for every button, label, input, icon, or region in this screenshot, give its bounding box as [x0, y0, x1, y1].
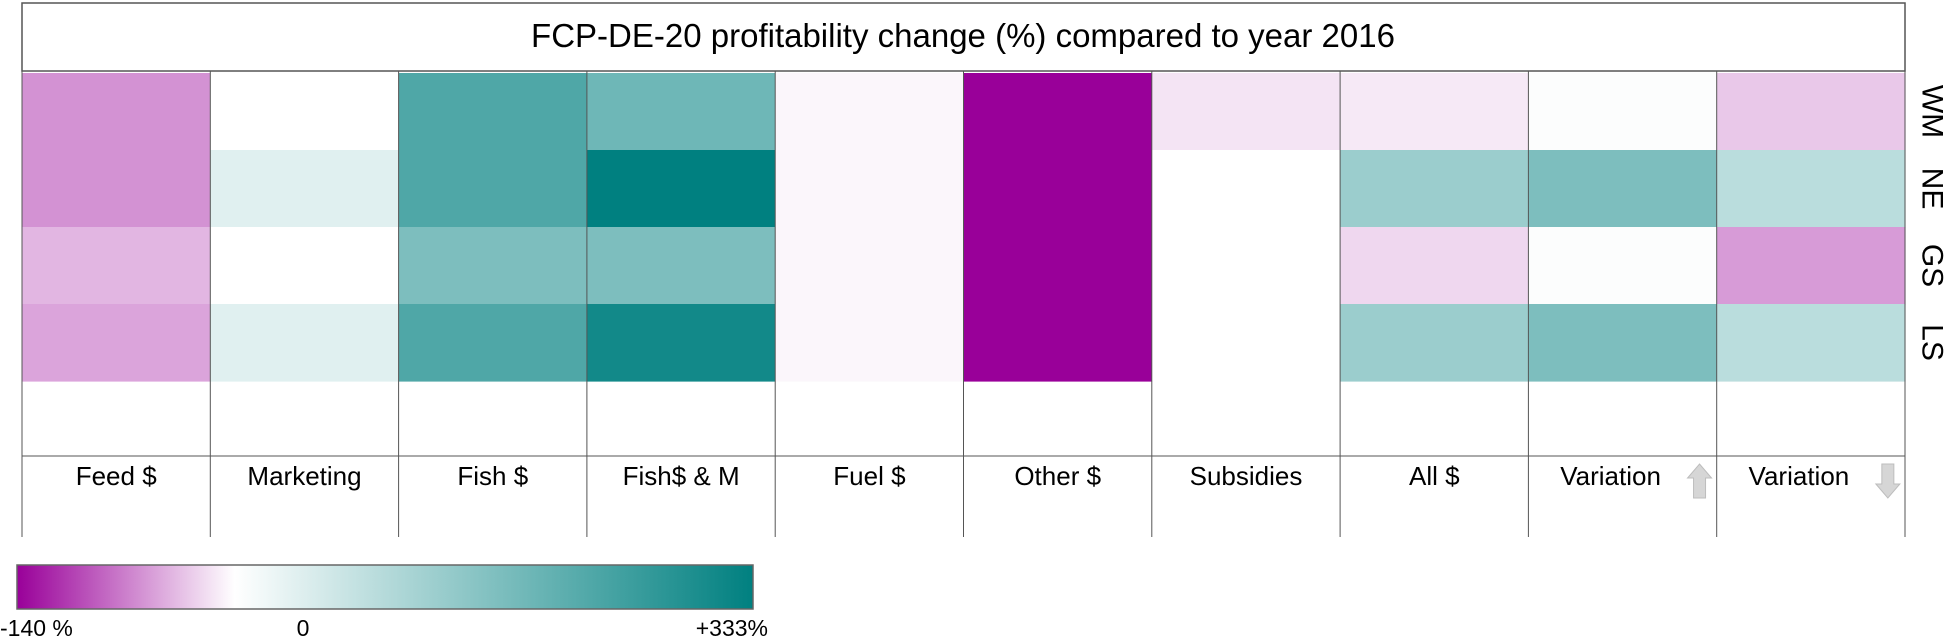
heatmap-cell [210, 150, 400, 228]
heatmap-cell [586, 304, 776, 382]
heatmap-cell [1151, 150, 1341, 228]
heatmap-cell [1716, 150, 1906, 228]
heatmap-cell [963, 304, 1153, 382]
arrow-down-icon [1874, 463, 1901, 499]
column-label: Other $ [1014, 461, 1101, 491]
heatmap-cell [1151, 304, 1341, 382]
heatmap-cell [586, 227, 776, 305]
column-label: Variation [1560, 461, 1661, 491]
heatmap-cell [398, 304, 588, 382]
heatmap-cell [210, 73, 400, 151]
heatmap-cell [586, 150, 776, 228]
column-label: Fish$ & M [623, 461, 740, 491]
arrow-up-icon [1686, 463, 1713, 499]
heatmap-cell [1528, 73, 1718, 151]
heatmap-cell [398, 73, 588, 151]
heatmap-cell [22, 304, 211, 382]
heatmap-cell [775, 73, 965, 151]
column-dividers [21, 71, 1906, 537]
heatmap-cell [775, 227, 965, 305]
row-label: WM [1916, 85, 1949, 138]
column-label: Fuel $ [833, 461, 906, 491]
heatmap-cell [210, 304, 400, 382]
heatmap-cell [586, 73, 776, 151]
column-labels: Feed $ Marketing Fish $ Fish$ & M Fuel $ Othe… [76, 461, 1901, 499]
column-label: Feed $ [76, 461, 157, 491]
column-label: Subsidies [1190, 461, 1303, 491]
heatmap-cell [1340, 73, 1529, 151]
heatmap-cell [1716, 73, 1906, 151]
row-label: NE [1916, 168, 1949, 210]
colorbar-max-label: +333% [696, 615, 768, 639]
heatmap-cells [22, 73, 1906, 382]
heatmap-cell [1151, 227, 1341, 305]
heatmap-cell [1716, 304, 1906, 382]
column-label: Fish $ [457, 461, 528, 491]
heatmap-cell [210, 227, 400, 305]
heatmap-cell [1716, 227, 1906, 305]
heatmap-cell [963, 73, 1153, 151]
heatmap-cell [775, 150, 965, 228]
heatmap-cell [963, 150, 1153, 228]
heatmap-cell [398, 227, 588, 305]
heatmap-cell [22, 150, 211, 228]
heatmap-cell [22, 73, 211, 151]
row-labels: WM NE GS LS [1916, 85, 1949, 361]
column-label: Marketing [247, 461, 361, 491]
colorbar-mid-label: 0 [297, 615, 310, 639]
heatmap-cell [1528, 150, 1718, 228]
heatmap-cell [1340, 227, 1529, 305]
colorbar [16, 564, 754, 610]
heatmap-cell [1528, 304, 1718, 382]
column-label: All $ [1409, 461, 1460, 491]
heatmap-cell [1340, 304, 1529, 382]
heatmap-cell [22, 227, 211, 305]
heatmap-cell [1528, 227, 1718, 305]
column-label: Variation [1749, 461, 1850, 491]
heatmap-cell [963, 227, 1153, 305]
heatmap-cell [1340, 150, 1529, 228]
title-box [21, 2, 1906, 72]
colorbar-min-label: -140 % [0, 615, 73, 639]
heatmap-cell [775, 304, 965, 382]
chart-title: FCP-DE-20 profitability change (%) compa… [531, 17, 1395, 54]
heatmap-cell [1151, 73, 1341, 151]
row-label: LS [1916, 324, 1949, 361]
row-label: GS [1916, 244, 1949, 287]
heatmap-cell [398, 150, 588, 228]
